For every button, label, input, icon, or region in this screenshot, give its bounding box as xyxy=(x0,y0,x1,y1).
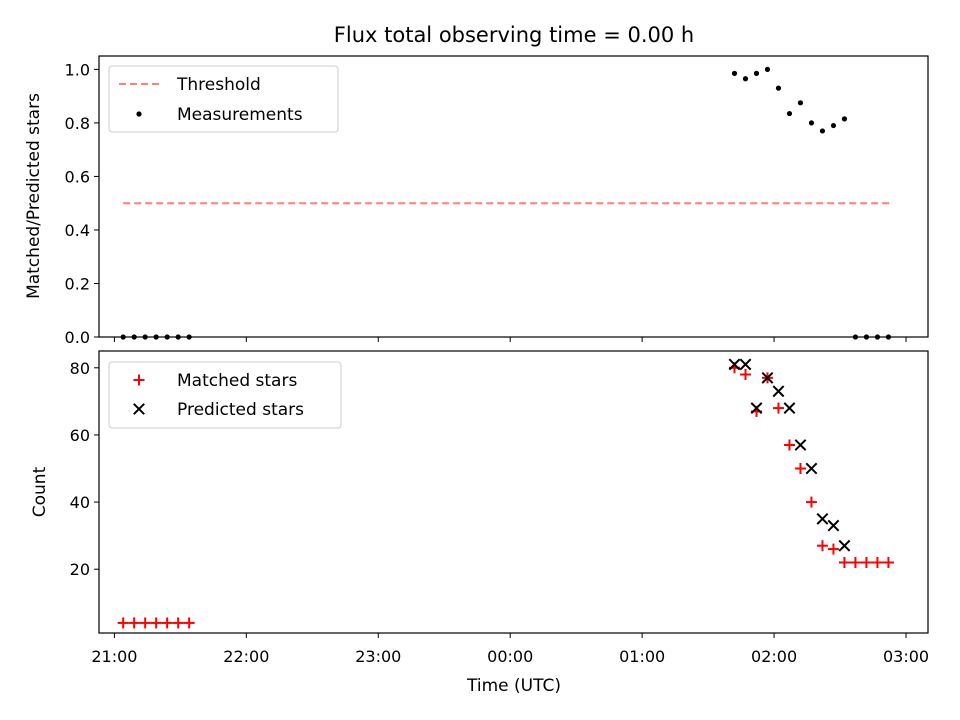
matched-star-point xyxy=(739,369,751,380)
predicted-stars-legend-swatch xyxy=(133,403,145,415)
matched-stars-legend-label: Matched stars xyxy=(177,371,297,391)
bottom-y-tick-label: 40 xyxy=(70,493,90,512)
measurement-point xyxy=(830,122,837,129)
top-x-ticks xyxy=(113,337,907,342)
measurement-point xyxy=(186,334,192,340)
matched-star-point xyxy=(816,540,828,552)
top-y-ticks: 0.0 0.2 0.4 0.6 0.8 1.0 xyxy=(65,60,99,347)
matched-star-point xyxy=(172,617,184,629)
predicted-star-point xyxy=(728,358,741,371)
matched-star-point xyxy=(139,617,151,629)
measurement-point xyxy=(808,120,815,126)
top-legend: Threshold Measurements xyxy=(108,65,339,133)
measurement-point xyxy=(753,70,760,76)
top-y-tick-label: 1.0 xyxy=(65,60,90,79)
bottom-y-tick-label: 60 xyxy=(70,426,90,445)
x-tick-label: 21:00 xyxy=(91,647,137,666)
x-tick-label: 02:00 xyxy=(751,647,797,666)
matched-star-point xyxy=(150,617,162,629)
measurement-point xyxy=(863,334,870,340)
measurements-legend-swatch xyxy=(136,111,142,117)
matched-star-point xyxy=(805,496,817,508)
top-legend-box xyxy=(108,65,339,133)
predicted-star-point xyxy=(761,371,774,384)
bottom-y-axis-label: Count xyxy=(30,466,50,517)
matched-stars-legend-swatch xyxy=(133,374,145,386)
measurement-point xyxy=(819,128,826,134)
predicted-star-point xyxy=(805,462,818,475)
x-tick-label: 03:00 xyxy=(883,647,929,666)
matched-star-point xyxy=(827,543,839,555)
threshold-legend-label: Threshold xyxy=(176,75,261,95)
predicted-star-point xyxy=(783,402,796,414)
bottom-legend: Matched stars Predicted stars xyxy=(108,361,342,429)
measurement-point xyxy=(841,116,848,122)
measurement-point xyxy=(120,334,126,340)
matched-star-point xyxy=(117,617,129,629)
x-tick-label: 01:00 xyxy=(619,647,665,666)
matched-star-point xyxy=(882,557,894,568)
measurement-point xyxy=(797,100,804,106)
top-y-tick-label: 0.6 xyxy=(65,167,90,186)
predicted-stars-legend-label: Predicted stars xyxy=(177,400,304,420)
measurement-point xyxy=(775,85,782,91)
matched-star-point xyxy=(183,617,195,629)
predicted-legend-marker xyxy=(133,403,145,415)
x-tick-label: 00:00 xyxy=(487,647,533,666)
x-tick-label: 23:00 xyxy=(355,647,401,666)
measurement-point xyxy=(164,334,170,340)
bottom-series xyxy=(117,358,894,629)
matched-legend-marker xyxy=(133,374,145,386)
predicted-star-point xyxy=(750,402,763,414)
measurement-point xyxy=(153,334,159,340)
matched-star-point xyxy=(783,439,795,451)
measurement-point xyxy=(852,334,859,340)
measurement-point xyxy=(731,70,738,76)
predicted-star-point xyxy=(772,385,785,398)
matched-star-point xyxy=(849,557,861,568)
measurement-point xyxy=(131,334,137,340)
measurement-point xyxy=(885,334,892,340)
measurement-point xyxy=(142,334,148,340)
predicted-star-point xyxy=(739,358,752,371)
top-axes-frame xyxy=(98,55,929,338)
predicted-star-point xyxy=(816,512,829,525)
x-axis-label: Time (UTC) xyxy=(466,676,561,696)
matched-star-point xyxy=(860,557,872,568)
bottom-axes-frame xyxy=(98,350,929,634)
matched-star-point xyxy=(871,557,883,568)
chart-title: Flux total observing time = 0.00 h xyxy=(334,23,694,47)
matched-star-point xyxy=(838,557,850,568)
measurement-point xyxy=(764,66,771,72)
predicted-star-point xyxy=(838,539,851,552)
matched-star-point xyxy=(794,463,806,474)
bottom-x-ticks: 21:00 22:00 23:00 00:00 01:00 02:00 03:00 xyxy=(91,633,929,666)
top-y-tick-label: 0.8 xyxy=(65,114,90,133)
bottom-legend-box xyxy=(108,361,342,429)
top-y-axis-label: Matched/Predicted stars xyxy=(24,93,44,299)
top-y-tick-label: 0.2 xyxy=(65,274,90,293)
top-y-tick-label: 0.4 xyxy=(65,221,90,240)
predicted-star-point xyxy=(827,519,840,532)
bottom-y-tick-label: 80 xyxy=(70,359,90,378)
measurement-point xyxy=(742,76,749,82)
measurement-point xyxy=(175,334,181,340)
measurement-point xyxy=(874,334,881,340)
matched-star-point xyxy=(128,617,140,629)
bottom-y-ticks: 20 40 60 80 xyxy=(70,359,99,579)
x-tick-label: 22:00 xyxy=(223,647,269,666)
bottom-y-tick-label: 20 xyxy=(70,560,90,579)
measurement-point xyxy=(786,110,793,117)
predicted-star-point xyxy=(794,439,807,451)
measurements-legend-label: Measurements xyxy=(177,105,303,125)
top-series xyxy=(120,66,892,340)
top-y-tick-label: 0.0 xyxy=(65,328,90,347)
matched-star-point xyxy=(772,402,784,414)
matched-star-point xyxy=(161,617,173,629)
